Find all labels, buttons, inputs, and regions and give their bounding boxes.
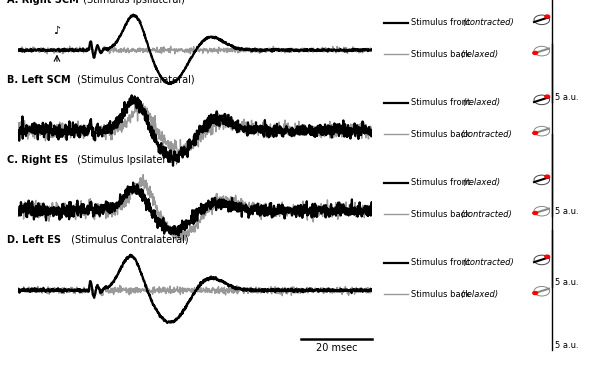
Text: 5 a.u.: 5 a.u. [555, 93, 578, 102]
Text: A. Right SCM: A. Right SCM [7, 0, 79, 5]
Text: 5 a.u.: 5 a.u. [555, 207, 578, 216]
Text: ♪: ♪ [53, 26, 61, 36]
Text: Stimulus back: Stimulus back [411, 290, 473, 299]
Text: (Stimulus Ipsilateral): (Stimulus Ipsilateral) [80, 0, 184, 5]
Text: (Stimulus Contralateral): (Stimulus Contralateral) [74, 75, 194, 85]
Text: (contracted): (contracted) [462, 258, 514, 268]
Text: Stimulus back: Stimulus back [411, 50, 473, 59]
Text: (contracted): (contracted) [460, 130, 512, 139]
Text: Stimulus front: Stimulus front [411, 178, 473, 187]
Text: D. Left ES: D. Left ES [7, 235, 61, 245]
Text: (Stimulus Contralateral): (Stimulus Contralateral) [68, 235, 188, 245]
Text: (contracted): (contracted) [460, 210, 512, 219]
Text: Stimulus front: Stimulus front [411, 98, 473, 107]
Text: (relaxed): (relaxed) [462, 98, 500, 107]
Text: (relaxed): (relaxed) [460, 290, 499, 299]
Text: (relaxed): (relaxed) [462, 178, 500, 187]
Text: Stimulus back: Stimulus back [411, 130, 473, 139]
Text: (contracted): (contracted) [462, 18, 514, 27]
Text: Stimulus front: Stimulus front [411, 18, 473, 27]
Text: (Stimulus Ipsilateral): (Stimulus Ipsilateral) [74, 155, 178, 165]
Text: B. Left SCM: B. Left SCM [7, 75, 71, 85]
Text: Stimulus back: Stimulus back [411, 210, 473, 219]
Text: C. Right ES: C. Right ES [7, 155, 68, 165]
Text: Stimulus front: Stimulus front [411, 258, 473, 268]
Text: 5 a.u.: 5 a.u. [555, 277, 578, 287]
Text: 20 msec: 20 msec [316, 343, 358, 353]
Text: (relaxed): (relaxed) [460, 50, 499, 59]
Text: 5 a.u.: 5 a.u. [555, 341, 578, 350]
